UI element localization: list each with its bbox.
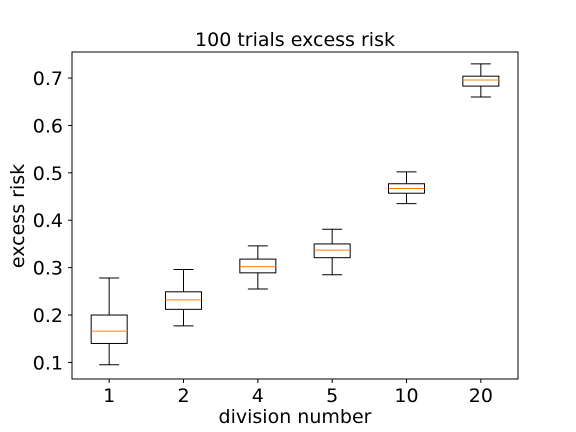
y-tick-label: 0.5 xyxy=(33,163,63,185)
y-axis-label: excess risk xyxy=(7,164,29,268)
plot-frame xyxy=(71,51,519,380)
x-tick-label: 4 xyxy=(252,385,264,407)
box-4 xyxy=(239,258,277,274)
y-tick-label: 0.4 xyxy=(33,210,63,232)
y-tick-label: 0.6 xyxy=(33,115,63,137)
x-tick-label: 2 xyxy=(177,385,189,407)
box-1 xyxy=(90,314,128,344)
box-5 xyxy=(313,243,351,259)
x-tick-label: 5 xyxy=(326,385,338,407)
y-axis-ticks: 0.1 0.2 0.3 0.4 0.5 0.6 0.7 xyxy=(33,68,72,374)
x-tick-label: 10 xyxy=(394,385,418,407)
x-axis-label: division number xyxy=(219,406,372,428)
y-tick-label: 0.3 xyxy=(33,258,63,280)
x-tick-label: 20 xyxy=(469,385,493,407)
box-2 xyxy=(165,291,202,310)
x-tick-label: 1 xyxy=(103,385,115,407)
x-axis-ticks: 1 2 4 5 10 20 xyxy=(103,379,493,407)
y-tick-label: 0.1 xyxy=(33,352,63,374)
plot-area xyxy=(71,51,519,380)
chart-title: 100 trials excess risk xyxy=(195,29,395,51)
box-20 xyxy=(462,75,500,87)
y-tick-label: 0.7 xyxy=(33,68,63,90)
y-tick-label: 0.2 xyxy=(33,305,63,327)
